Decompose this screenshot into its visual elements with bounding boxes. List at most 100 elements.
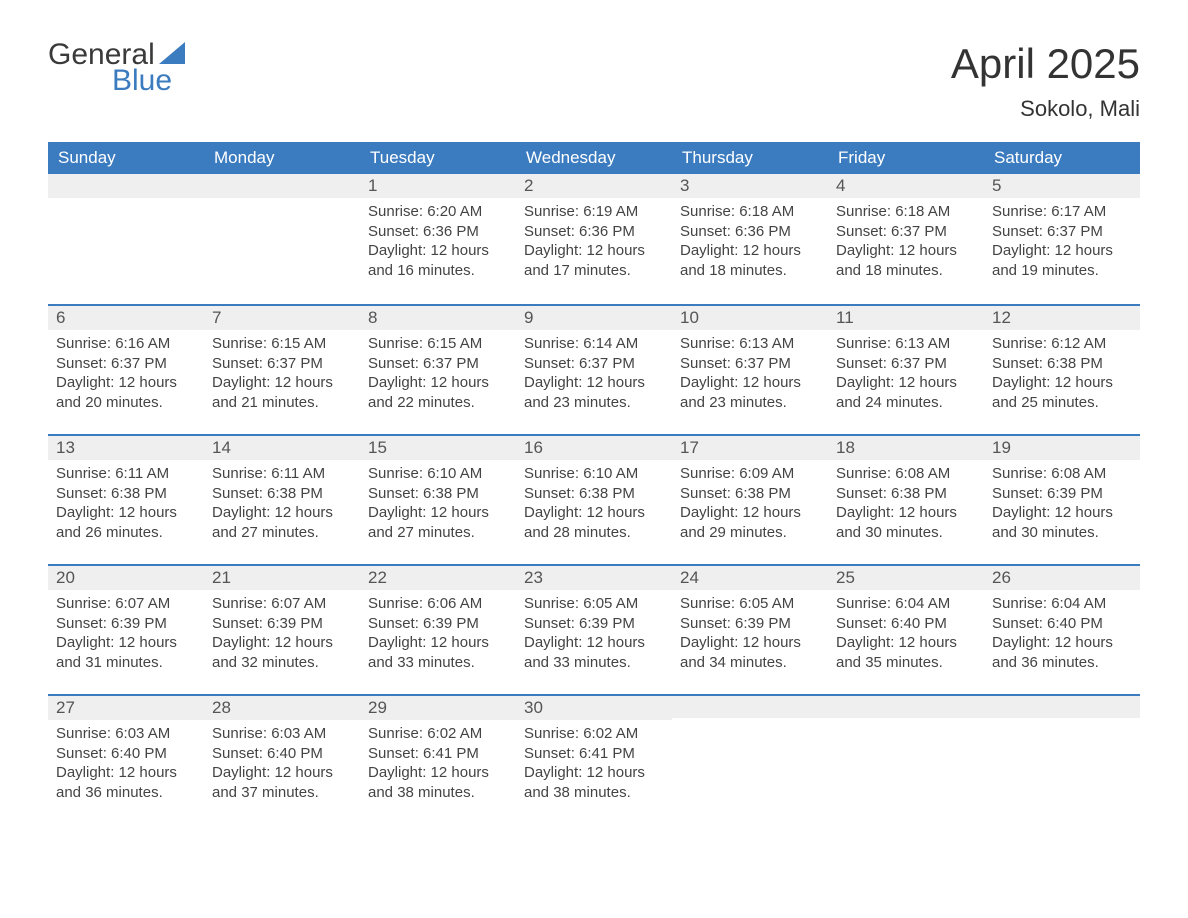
day-header: Saturday (984, 142, 1140, 174)
calendar-day: 25Sunrise: 6:04 AMSunset: 6:40 PMDayligh… (828, 564, 984, 694)
sunset-line: Sunset: 6:38 PM (368, 484, 508, 504)
daylight-line: Daylight: 12 hours and 18 minutes. (836, 241, 976, 280)
day-number: 1 (360, 174, 516, 198)
sunset-line: Sunset: 6:39 PM (992, 484, 1132, 504)
daylight-line: Daylight: 12 hours and 25 minutes. (992, 373, 1132, 412)
day-number: 3 (672, 174, 828, 198)
day-number: 20 (48, 564, 204, 590)
calendar-day: 13Sunrise: 6:11 AMSunset: 6:38 PMDayligh… (48, 434, 204, 564)
day-number-empty (828, 694, 984, 718)
day-details: Sunrise: 6:10 AMSunset: 6:38 PMDaylight:… (516, 460, 672, 550)
day-number: 10 (672, 304, 828, 330)
day-number: 2 (516, 174, 672, 198)
daylight-line: Daylight: 12 hours and 23 minutes. (680, 373, 820, 412)
calendar-day: 7Sunrise: 6:15 AMSunset: 6:37 PMDaylight… (204, 304, 360, 434)
day-number: 6 (48, 304, 204, 330)
day-details: Sunrise: 6:07 AMSunset: 6:39 PMDaylight:… (204, 590, 360, 680)
day-number-empty (672, 694, 828, 718)
sunset-line: Sunset: 6:36 PM (524, 222, 664, 242)
day-header: Wednesday (516, 142, 672, 174)
sunrise-line: Sunrise: 6:03 AM (56, 724, 196, 744)
day-number: 28 (204, 694, 360, 720)
day-details: Sunrise: 6:02 AMSunset: 6:41 PMDaylight:… (516, 720, 672, 810)
sunrise-line: Sunrise: 6:17 AM (992, 202, 1132, 222)
calendar-day: 14Sunrise: 6:11 AMSunset: 6:38 PMDayligh… (204, 434, 360, 564)
calendar-day: 19Sunrise: 6:08 AMSunset: 6:39 PMDayligh… (984, 434, 1140, 564)
sunset-line: Sunset: 6:36 PM (680, 222, 820, 242)
location: Sokolo, Mali (951, 96, 1140, 122)
calendar-day-empty (672, 694, 828, 824)
sunrise-line: Sunrise: 6:10 AM (524, 464, 664, 484)
daylight-line: Daylight: 12 hours and 29 minutes. (680, 503, 820, 542)
calendar-day: 24Sunrise: 6:05 AMSunset: 6:39 PMDayligh… (672, 564, 828, 694)
daylight-line: Daylight: 12 hours and 31 minutes. (56, 633, 196, 672)
day-number: 7 (204, 304, 360, 330)
daylight-line: Daylight: 12 hours and 37 minutes. (212, 763, 352, 802)
calendar-day: 9Sunrise: 6:14 AMSunset: 6:37 PMDaylight… (516, 304, 672, 434)
calendar-day: 3Sunrise: 6:18 AMSunset: 6:36 PMDaylight… (672, 174, 828, 304)
sunset-line: Sunset: 6:38 PM (836, 484, 976, 504)
day-number: 27 (48, 694, 204, 720)
calendar-day: 21Sunrise: 6:07 AMSunset: 6:39 PMDayligh… (204, 564, 360, 694)
calendar-week: 1Sunrise: 6:20 AMSunset: 6:36 PMDaylight… (48, 174, 1140, 304)
calendar-body: 1Sunrise: 6:20 AMSunset: 6:36 PMDaylight… (48, 174, 1140, 824)
calendar-week: 27Sunrise: 6:03 AMSunset: 6:40 PMDayligh… (48, 694, 1140, 824)
calendar-day: 15Sunrise: 6:10 AMSunset: 6:38 PMDayligh… (360, 434, 516, 564)
title-block: April 2025 Sokolo, Mali (951, 40, 1140, 122)
logo-text-bottom: Blue (112, 66, 185, 96)
day-number-empty (984, 694, 1140, 718)
calendar-day: 30Sunrise: 6:02 AMSunset: 6:41 PMDayligh… (516, 694, 672, 824)
sunset-line: Sunset: 6:41 PM (368, 744, 508, 764)
page-header: General Blue April 2025 Sokolo, Mali (48, 40, 1140, 122)
daylight-line: Daylight: 12 hours and 28 minutes. (524, 503, 664, 542)
sunset-line: Sunset: 6:41 PM (524, 744, 664, 764)
day-details: Sunrise: 6:18 AMSunset: 6:36 PMDaylight:… (672, 198, 828, 288)
daylight-line: Daylight: 12 hours and 26 minutes. (56, 503, 196, 542)
sunset-line: Sunset: 6:37 PM (680, 354, 820, 374)
sunrise-line: Sunrise: 6:08 AM (836, 464, 976, 484)
sunrise-line: Sunrise: 6:06 AM (368, 594, 508, 614)
sunrise-line: Sunrise: 6:03 AM (212, 724, 352, 744)
daylight-line: Daylight: 12 hours and 38 minutes. (368, 763, 508, 802)
day-details: Sunrise: 6:04 AMSunset: 6:40 PMDaylight:… (828, 590, 984, 680)
calendar-day: 5Sunrise: 6:17 AMSunset: 6:37 PMDaylight… (984, 174, 1140, 304)
day-number: 9 (516, 304, 672, 330)
calendar-day: 4Sunrise: 6:18 AMSunset: 6:37 PMDaylight… (828, 174, 984, 304)
day-header: Monday (204, 142, 360, 174)
daylight-line: Daylight: 12 hours and 36 minutes. (56, 763, 196, 802)
sunset-line: Sunset: 6:36 PM (368, 222, 508, 242)
sunrise-line: Sunrise: 6:10 AM (368, 464, 508, 484)
sunset-line: Sunset: 6:37 PM (992, 222, 1132, 242)
day-number: 25 (828, 564, 984, 590)
day-number: 21 (204, 564, 360, 590)
daylight-line: Daylight: 12 hours and 38 minutes. (524, 763, 664, 802)
calendar-day: 20Sunrise: 6:07 AMSunset: 6:39 PMDayligh… (48, 564, 204, 694)
sunrise-line: Sunrise: 6:16 AM (56, 334, 196, 354)
sunrise-line: Sunrise: 6:05 AM (680, 594, 820, 614)
sunrise-line: Sunrise: 6:11 AM (56, 464, 196, 484)
sunrise-line: Sunrise: 6:07 AM (56, 594, 196, 614)
day-number: 19 (984, 434, 1140, 460)
sunrise-line: Sunrise: 6:20 AM (368, 202, 508, 222)
calendar-day: 16Sunrise: 6:10 AMSunset: 6:38 PMDayligh… (516, 434, 672, 564)
sunset-line: Sunset: 6:37 PM (56, 354, 196, 374)
calendar-day: 18Sunrise: 6:08 AMSunset: 6:38 PMDayligh… (828, 434, 984, 564)
day-number: 17 (672, 434, 828, 460)
calendar-day: 2Sunrise: 6:19 AMSunset: 6:36 PMDaylight… (516, 174, 672, 304)
calendar-day-empty (204, 174, 360, 304)
daylight-line: Daylight: 12 hours and 36 minutes. (992, 633, 1132, 672)
day-details: Sunrise: 6:14 AMSunset: 6:37 PMDaylight:… (516, 330, 672, 420)
calendar-day-empty (828, 694, 984, 824)
calendar-day: 11Sunrise: 6:13 AMSunset: 6:37 PMDayligh… (828, 304, 984, 434)
sunrise-line: Sunrise: 6:13 AM (680, 334, 820, 354)
daylight-line: Daylight: 12 hours and 16 minutes. (368, 241, 508, 280)
sunrise-line: Sunrise: 6:04 AM (992, 594, 1132, 614)
calendar-day: 29Sunrise: 6:02 AMSunset: 6:41 PMDayligh… (360, 694, 516, 824)
sunrise-line: Sunrise: 6:09 AM (680, 464, 820, 484)
day-header-row: SundayMondayTuesdayWednesdayThursdayFrid… (48, 142, 1140, 174)
day-header: Friday (828, 142, 984, 174)
sunrise-line: Sunrise: 6:05 AM (524, 594, 664, 614)
day-details: Sunrise: 6:15 AMSunset: 6:37 PMDaylight:… (360, 330, 516, 420)
day-number-empty (48, 174, 204, 198)
sunset-line: Sunset: 6:38 PM (212, 484, 352, 504)
